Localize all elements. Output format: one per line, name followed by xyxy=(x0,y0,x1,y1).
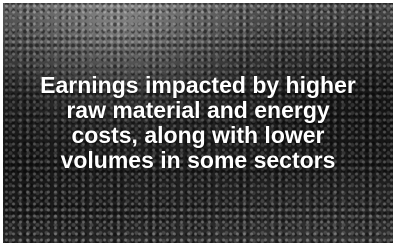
caption-line: costs, along with lower xyxy=(3,123,393,148)
caption-line: raw material and energy xyxy=(3,98,393,123)
caption-line: Earnings impacted by higher xyxy=(3,73,393,98)
image-card: Earnings impacted by higher raw material… xyxy=(3,3,393,243)
caption-line: volumes in some sectors xyxy=(3,148,393,173)
caption: Earnings impacted by higher raw material… xyxy=(3,73,393,173)
page: Earnings impacted by higher raw material… xyxy=(0,0,396,246)
